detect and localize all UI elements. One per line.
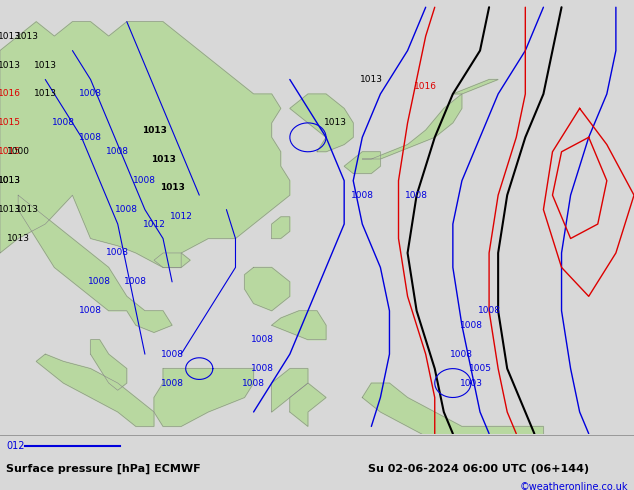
Polygon shape (344, 152, 380, 173)
Polygon shape (362, 94, 462, 159)
Text: 1008: 1008 (450, 350, 474, 359)
Polygon shape (290, 383, 326, 426)
Text: 1015: 1015 (0, 119, 20, 127)
Text: 1008: 1008 (107, 248, 129, 257)
Polygon shape (290, 94, 353, 152)
Polygon shape (272, 311, 326, 340)
Text: 1008: 1008 (160, 350, 184, 359)
Text: 1000: 1000 (6, 147, 30, 156)
Text: 1013: 1013 (160, 183, 184, 193)
Text: 1003: 1003 (460, 379, 482, 388)
Text: 1013: 1013 (0, 32, 20, 41)
Polygon shape (0, 22, 290, 268)
Polygon shape (308, 455, 344, 470)
Text: 012: 012 (6, 441, 25, 451)
Text: 1013: 1013 (0, 176, 20, 185)
Polygon shape (272, 217, 290, 239)
Text: 1013: 1013 (323, 119, 347, 127)
Text: 1013: 1013 (6, 234, 30, 243)
Text: 1008: 1008 (52, 119, 75, 127)
Polygon shape (136, 441, 226, 455)
Polygon shape (453, 79, 498, 94)
Text: 1008: 1008 (88, 277, 111, 286)
Text: 1008: 1008 (351, 191, 374, 199)
Text: Surface pressure [hPa] ECMWF: Surface pressure [hPa] ECMWF (6, 464, 201, 474)
Text: 1008: 1008 (242, 379, 265, 388)
Text: 1013: 1013 (360, 75, 383, 84)
Text: 1013: 1013 (16, 205, 39, 214)
Text: 1008: 1008 (79, 133, 102, 142)
Text: 1008: 1008 (115, 205, 138, 214)
Text: 1013: 1013 (151, 154, 176, 164)
Text: 1013: 1013 (0, 205, 20, 214)
Polygon shape (18, 195, 172, 332)
Text: 1013: 1013 (34, 90, 57, 98)
Text: 1013: 1013 (0, 176, 20, 185)
Text: 1013: 1013 (34, 61, 57, 70)
Polygon shape (154, 368, 254, 426)
Polygon shape (362, 383, 543, 441)
Text: 1013: 1013 (16, 32, 39, 41)
Text: 1008: 1008 (124, 277, 147, 286)
Text: 1012: 1012 (143, 220, 165, 228)
Polygon shape (91, 340, 127, 390)
Text: 1008: 1008 (160, 379, 184, 388)
Text: 1008: 1008 (79, 306, 102, 315)
Text: 1008: 1008 (405, 191, 428, 199)
Polygon shape (36, 354, 154, 426)
Text: 1013: 1013 (141, 125, 166, 135)
Text: 1008: 1008 (79, 90, 102, 98)
Text: 1005: 1005 (469, 364, 491, 373)
Text: Su 02-06-2024 06:00 UTC (06+144): Su 02-06-2024 06:00 UTC (06+144) (368, 464, 589, 474)
Text: 1008: 1008 (133, 176, 157, 185)
Text: 1015: 1015 (0, 147, 20, 156)
Text: ©weatheronline.co.uk: ©weatheronline.co.uk (520, 482, 628, 490)
Text: 1016: 1016 (0, 90, 20, 98)
Polygon shape (245, 268, 290, 311)
Text: 1008: 1008 (107, 147, 129, 156)
Text: 1008: 1008 (460, 321, 482, 330)
Text: 1008: 1008 (477, 306, 501, 315)
Text: 1013: 1013 (0, 61, 20, 70)
Polygon shape (154, 253, 190, 268)
Text: 1008: 1008 (251, 364, 274, 373)
Text: 1008: 1008 (251, 335, 274, 344)
Polygon shape (272, 368, 308, 412)
Text: 1016: 1016 (414, 82, 437, 91)
Text: 1012: 1012 (170, 212, 193, 221)
